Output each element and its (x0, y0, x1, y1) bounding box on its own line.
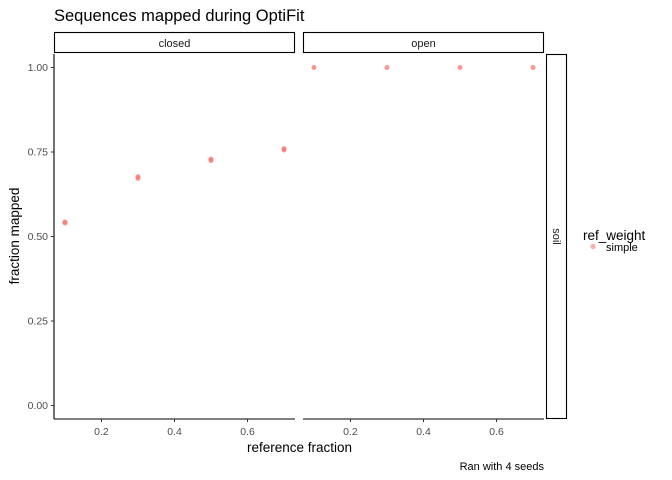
legend-title: ref_weight (583, 228, 646, 243)
panel-open: open 0.2 0.4 0.6 (302, 31, 545, 438)
y-tick-label: 0.25 (28, 316, 49, 328)
legend: ref_weight simple (583, 228, 646, 254)
x-axis-label: reference fraction (247, 440, 352, 455)
x-tick-label: 0.4 (167, 426, 182, 438)
data-point (135, 174, 141, 180)
data-point (281, 146, 287, 152)
legend-key-simple (590, 243, 596, 250)
data-point (311, 65, 317, 71)
chart-title: Sequences mapped during OptiFit (54, 7, 305, 25)
legend-label-simple: simple (606, 242, 638, 254)
y-tick-label: 1.00 (28, 62, 49, 74)
data-point (62, 219, 68, 225)
x-tick-label: 0.6 (489, 426, 504, 438)
data-point (530, 65, 536, 71)
strip-label-closed: closed (159, 38, 191, 50)
y-tick-label: 0.75 (28, 147, 49, 159)
strip-label-open: open (411, 38, 435, 50)
facet-panels: closed 0.00 0.25 0.50 0.75 1.00 0.2 0.4 0.6 open 0… (28, 31, 568, 438)
y-tick-label: 0.50 (28, 231, 49, 243)
chart-caption: Ran with 4 seeds (460, 461, 545, 473)
y-axis-label: fraction mapped (7, 188, 22, 285)
data-point (457, 65, 463, 71)
x-tick-label: 0.2 (343, 426, 358, 438)
x-tick-label: 0.4 (416, 426, 431, 438)
x-tick-label: 0.6 (240, 426, 255, 438)
data-point (384, 65, 390, 71)
panel-closed: closed 0.00 0.25 0.50 0.75 1.00 0.2 0.4 0.6 (28, 31, 296, 438)
row-strip-label-soil: soil (550, 228, 562, 245)
data-point (208, 156, 214, 162)
strip-closed (53, 31, 296, 54)
y-tick-label: 0.00 (28, 400, 49, 412)
x-tick-label: 0.2 (94, 426, 109, 438)
row-strip-soil (545, 53, 568, 420)
strip-open (302, 31, 545, 54)
